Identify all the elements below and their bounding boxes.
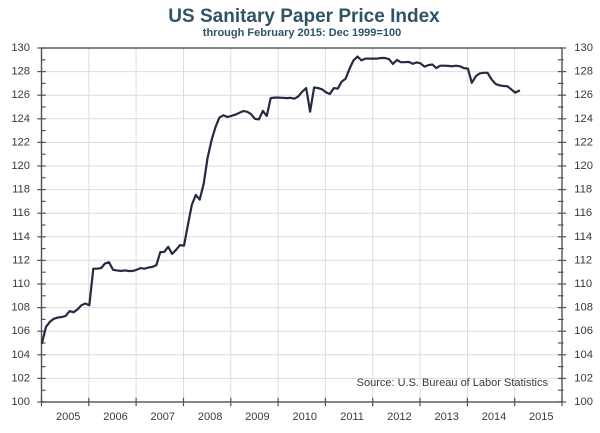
svg-text:104: 104 bbox=[11, 349, 30, 361]
svg-text:122: 122 bbox=[11, 136, 30, 148]
svg-text:2010: 2010 bbox=[293, 411, 317, 423]
svg-text:102: 102 bbox=[574, 372, 593, 384]
svg-text:112: 112 bbox=[574, 254, 592, 266]
svg-text:106: 106 bbox=[11, 325, 30, 337]
svg-text:2005: 2005 bbox=[56, 411, 80, 423]
svg-text:2007: 2007 bbox=[151, 411, 175, 423]
svg-text:102: 102 bbox=[11, 372, 30, 384]
svg-text:2008: 2008 bbox=[198, 411, 222, 423]
svg-text:124: 124 bbox=[11, 113, 30, 125]
svg-text:120: 120 bbox=[11, 160, 30, 172]
svg-text:106: 106 bbox=[574, 325, 593, 337]
svg-text:130: 130 bbox=[11, 42, 30, 54]
svg-text:110: 110 bbox=[574, 278, 592, 290]
svg-text:114: 114 bbox=[574, 231, 592, 243]
svg-text:118: 118 bbox=[574, 184, 592, 196]
svg-text:2014: 2014 bbox=[482, 411, 506, 423]
svg-text:112: 112 bbox=[12, 254, 30, 266]
svg-text:130: 130 bbox=[574, 42, 593, 54]
svg-text:124: 124 bbox=[574, 113, 593, 125]
svg-text:104: 104 bbox=[574, 349, 593, 361]
svg-text:through February 2015: Dec 199: through February 2015: Dec 1999=100 bbox=[203, 27, 401, 39]
svg-text:2009: 2009 bbox=[245, 411, 269, 423]
svg-text:110: 110 bbox=[12, 278, 30, 290]
svg-text:Source: U.S. Bureau of Labor S: Source: U.S. Bureau of Labor Statistics bbox=[357, 377, 549, 389]
svg-text:126: 126 bbox=[11, 89, 30, 101]
svg-text:US Sanitary Paper Price Index: US Sanitary Paper Price Index bbox=[168, 6, 440, 27]
svg-text:118: 118 bbox=[12, 184, 30, 196]
svg-text:120: 120 bbox=[574, 160, 593, 172]
svg-text:2012: 2012 bbox=[387, 411, 411, 423]
svg-text:122: 122 bbox=[574, 136, 593, 148]
svg-text:2006: 2006 bbox=[103, 411, 127, 423]
svg-text:116: 116 bbox=[12, 207, 30, 219]
svg-text:2011: 2011 bbox=[340, 411, 364, 423]
svg-text:128: 128 bbox=[11, 66, 30, 78]
svg-text:114: 114 bbox=[12, 231, 30, 243]
svg-text:108: 108 bbox=[11, 302, 30, 314]
svg-text:100: 100 bbox=[11, 396, 30, 408]
svg-text:2013: 2013 bbox=[434, 411, 458, 423]
svg-text:128: 128 bbox=[574, 66, 593, 78]
svg-text:2015: 2015 bbox=[529, 411, 553, 423]
svg-text:108: 108 bbox=[574, 302, 593, 314]
svg-text:100: 100 bbox=[574, 396, 593, 408]
svg-text:116: 116 bbox=[574, 207, 592, 219]
svg-text:126: 126 bbox=[574, 89, 593, 101]
